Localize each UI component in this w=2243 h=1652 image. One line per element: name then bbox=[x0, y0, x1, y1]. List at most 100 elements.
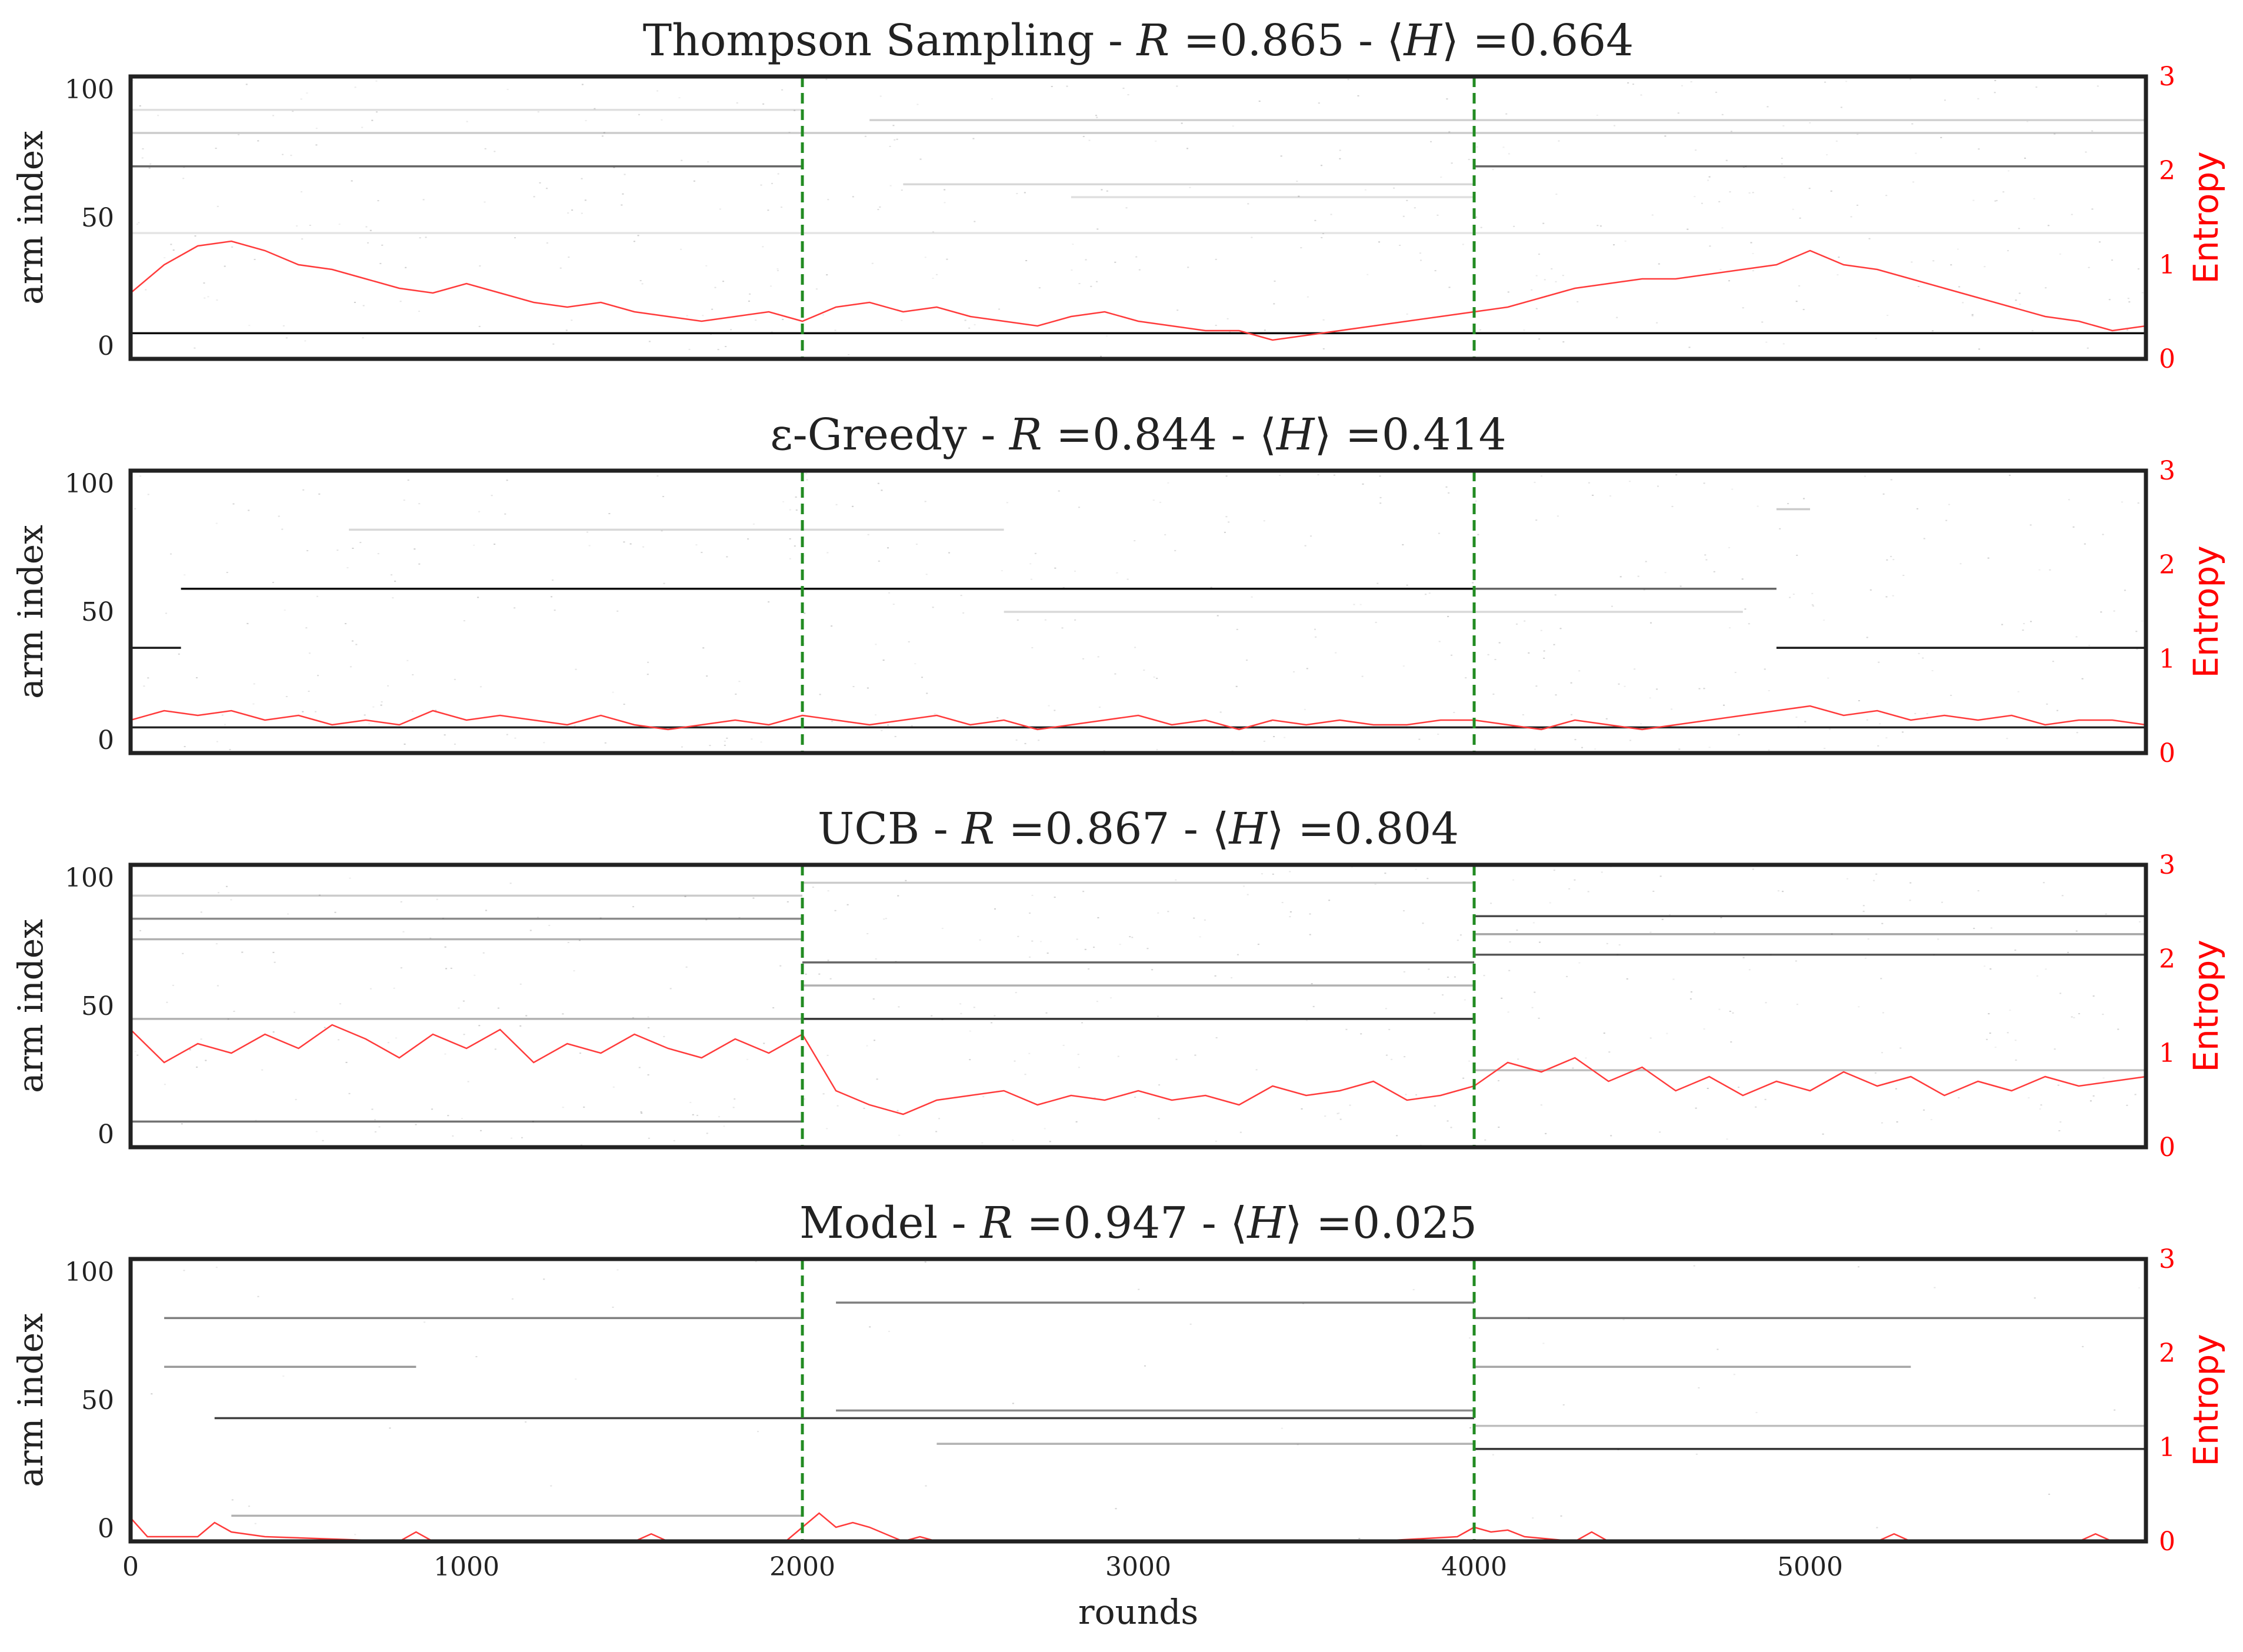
speckle bbox=[1730, 1041, 1732, 1043]
speckle bbox=[1664, 572, 1667, 574]
speckle bbox=[1718, 201, 1721, 202]
speckle bbox=[1624, 240, 1627, 242]
speckle bbox=[1167, 482, 1169, 484]
speckle bbox=[1289, 916, 1291, 918]
speckle bbox=[1923, 538, 1925, 539]
speckle bbox=[1419, 252, 1421, 254]
speckle bbox=[2075, 636, 2078, 638]
speckle bbox=[702, 647, 705, 649]
speckle bbox=[1824, 748, 1826, 750]
speckle bbox=[1189, 186, 1191, 188]
speckle bbox=[795, 509, 798, 511]
speckle bbox=[533, 196, 535, 198]
speckle bbox=[1309, 913, 1311, 915]
speckle bbox=[1811, 592, 1814, 594]
speckle bbox=[551, 596, 552, 598]
speckle bbox=[2035, 86, 2038, 88]
title-entropy-open: ⟨ bbox=[1387, 15, 1404, 66]
speckle bbox=[1781, 158, 1783, 159]
speckle bbox=[1892, 595, 1894, 597]
speckle bbox=[1029, 956, 1031, 958]
speckle bbox=[1096, 1001, 1098, 1002]
speckle bbox=[2092, 1095, 2095, 1097]
speckle bbox=[1571, 714, 1572, 715]
speckle bbox=[1994, 92, 1996, 94]
speckle bbox=[2067, 951, 2069, 953]
speckle bbox=[1127, 94, 1129, 95]
speckle bbox=[1978, 148, 1980, 150]
speckle bbox=[1945, 519, 1948, 521]
speckle bbox=[647, 1016, 649, 1018]
speckle bbox=[897, 895, 899, 897]
speckle bbox=[485, 910, 487, 911]
speckle bbox=[261, 1069, 264, 1071]
speckle bbox=[973, 1007, 975, 1008]
speckle bbox=[646, 674, 649, 675]
speckle bbox=[2001, 624, 2004, 625]
speckle bbox=[2128, 301, 2131, 303]
speckle bbox=[454, 743, 456, 745]
speckle bbox=[1362, 483, 1364, 485]
speckle bbox=[362, 305, 365, 307]
speckle bbox=[1542, 1343, 1545, 1344]
speckle bbox=[444, 946, 446, 948]
speckle bbox=[1717, 1348, 1719, 1350]
speckle bbox=[1038, 740, 1040, 741]
speckle bbox=[1909, 900, 1911, 901]
speckle bbox=[1695, 149, 1697, 151]
speckle bbox=[1498, 1127, 1500, 1128]
speckle bbox=[1850, 216, 1852, 218]
speckle bbox=[1698, 1387, 1700, 1388]
speckle bbox=[760, 741, 762, 743]
speckle bbox=[1006, 502, 1008, 504]
speckle bbox=[1959, 563, 1962, 565]
speckle bbox=[1782, 343, 1785, 345]
speckle bbox=[877, 482, 879, 484]
speckle bbox=[1649, 697, 1651, 699]
speckle bbox=[418, 503, 421, 505]
speckle bbox=[819, 694, 821, 695]
speckle bbox=[1296, 181, 1298, 182]
speckle bbox=[452, 1135, 454, 1137]
plot-frame bbox=[128, 74, 2148, 361]
speckle bbox=[1097, 656, 1099, 658]
speckle bbox=[1616, 317, 1618, 318]
speckle bbox=[1338, 1113, 1340, 1114]
speckle bbox=[1031, 894, 1034, 896]
speckle bbox=[1977, 98, 1979, 99]
speckle bbox=[1508, 970, 1511, 971]
speckle bbox=[1809, 122, 1811, 124]
speckle bbox=[1574, 739, 1577, 741]
speckle bbox=[1280, 155, 1282, 157]
speckle bbox=[875, 644, 877, 645]
speckle bbox=[1015, 739, 1018, 741]
speckle bbox=[1078, 507, 1080, 508]
speckle bbox=[1361, 675, 1364, 677]
speckle bbox=[1994, 200, 1997, 202]
speckle bbox=[295, 1098, 297, 1100]
speckle bbox=[768, 601, 770, 603]
speckle bbox=[982, 1096, 985, 1098]
speckle bbox=[734, 1098, 736, 1100]
speckle bbox=[2091, 208, 2094, 210]
speckle bbox=[539, 182, 541, 184]
speckle bbox=[1767, 106, 1769, 108]
speckle bbox=[1187, 267, 1189, 268]
speckle bbox=[647, 661, 649, 663]
speckle bbox=[1973, 928, 1975, 930]
speckle bbox=[1587, 891, 1589, 892]
speckle bbox=[1755, 1412, 1758, 1413]
speckle bbox=[282, 325, 285, 327]
speckle bbox=[494, 1048, 496, 1050]
speckle bbox=[302, 489, 305, 491]
speckle bbox=[497, 1007, 499, 1009]
speckle bbox=[1143, 670, 1145, 671]
speckle bbox=[1405, 1094, 1407, 1095]
speckle bbox=[981, 1142, 984, 1144]
speckle bbox=[550, 1485, 552, 1487]
speckle bbox=[316, 595, 318, 597]
speckle bbox=[1451, 654, 1452, 656]
speckle bbox=[504, 513, 506, 515]
speckle bbox=[1385, 1008, 1387, 1010]
speckle bbox=[514, 607, 516, 609]
